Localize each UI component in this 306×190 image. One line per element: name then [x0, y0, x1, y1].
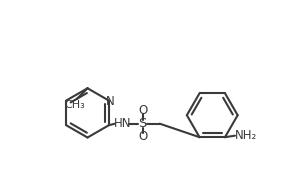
Text: HN: HN [114, 117, 132, 130]
Text: NH₂: NH₂ [235, 129, 257, 142]
Text: S: S [139, 117, 147, 130]
Text: O: O [138, 104, 147, 117]
Text: O: O [138, 130, 147, 143]
Text: CH₃: CH₃ [65, 100, 86, 110]
Text: N: N [106, 95, 115, 108]
